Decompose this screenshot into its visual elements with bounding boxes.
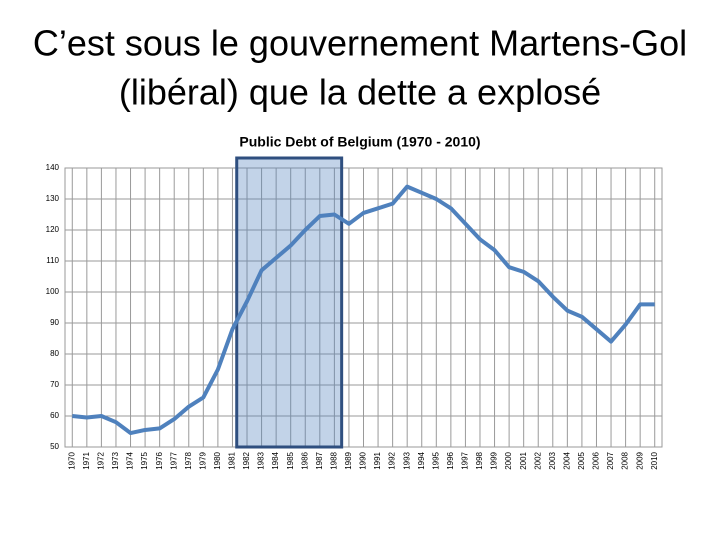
x-tick-label: 1973 bbox=[111, 451, 120, 469]
y-tick-label: 90 bbox=[50, 318, 59, 327]
x-tick-label: 2004 bbox=[562, 451, 571, 469]
x-tick-label: 1997 bbox=[461, 451, 470, 469]
x-tick-label: 1981 bbox=[228, 451, 237, 469]
x-tick-label: 1983 bbox=[257, 451, 266, 469]
x-tick-label: 1992 bbox=[388, 451, 397, 469]
x-tick-label: 1999 bbox=[490, 451, 499, 469]
y-tick-label: 60 bbox=[50, 411, 59, 420]
x-tick-label: 2006 bbox=[592, 451, 601, 469]
slide-title: (libéral) que la dette a explosé bbox=[119, 72, 601, 113]
y-tick-label: 100 bbox=[46, 287, 60, 296]
x-tick-label: 1971 bbox=[82, 451, 91, 469]
x-tick-label: 1976 bbox=[155, 451, 164, 469]
y-tick-label: 120 bbox=[46, 225, 60, 234]
debt-line bbox=[72, 184, 655, 436]
x-tick-label: 2009 bbox=[635, 451, 644, 469]
x-tick-label: 1995 bbox=[431, 451, 440, 469]
x-tick-label: 1982 bbox=[242, 451, 251, 469]
x-tick-label: 2002 bbox=[533, 451, 542, 469]
x-tick-label: 1987 bbox=[315, 451, 324, 469]
x-tick-label: 1985 bbox=[286, 451, 295, 469]
x-tick-label: 2007 bbox=[606, 451, 615, 469]
x-tick-label: 1993 bbox=[402, 451, 411, 469]
x-tick-label: 1977 bbox=[169, 451, 178, 469]
x-tick-label: 1972 bbox=[97, 451, 106, 469]
x-tick-label: 1970 bbox=[67, 451, 76, 469]
y-tick-label: 110 bbox=[46, 256, 59, 265]
x-tick-label: 1978 bbox=[184, 451, 193, 469]
y-tick-label: 140 bbox=[46, 163, 60, 172]
x-tick-label: 2010 bbox=[650, 451, 659, 469]
x-tick-label: 1979 bbox=[198, 451, 207, 469]
x-tick-label: 1994 bbox=[417, 451, 426, 469]
x-tick-label: 1988 bbox=[329, 451, 338, 469]
x-tick-label: 2001 bbox=[519, 451, 528, 469]
x-tick-label: 1996 bbox=[446, 451, 455, 469]
y-tick-label: 80 bbox=[50, 349, 59, 358]
y-tick-label: 130 bbox=[46, 194, 60, 203]
x-tick-label: 1984 bbox=[271, 451, 280, 469]
chart-title: Public Debt of Belgium (1970 - 2010) bbox=[239, 134, 480, 150]
x-tick-label: 1998 bbox=[475, 451, 484, 469]
slide-title: C’est sous le gouvernement Martens-Gol bbox=[33, 23, 687, 64]
x-tick-label: 2003 bbox=[548, 451, 557, 469]
x-tick-label: 1980 bbox=[213, 451, 222, 469]
x-tick-label: 1974 bbox=[126, 451, 135, 469]
x-tick-label: 1989 bbox=[344, 451, 353, 469]
y-tick-label: 70 bbox=[50, 380, 59, 389]
x-tick-label: 1975 bbox=[140, 451, 149, 469]
x-tick-label: 1990 bbox=[359, 451, 368, 469]
highlight-box bbox=[235, 156, 344, 449]
y-tick-label: 50 bbox=[50, 442, 59, 451]
x-tick-label: 1991 bbox=[373, 451, 382, 469]
x-tick-label: 2005 bbox=[577, 451, 586, 469]
x-tick-label: 1986 bbox=[300, 451, 309, 469]
x-tick-label: 2000 bbox=[504, 451, 513, 469]
x-tick-label: 2008 bbox=[621, 451, 630, 469]
